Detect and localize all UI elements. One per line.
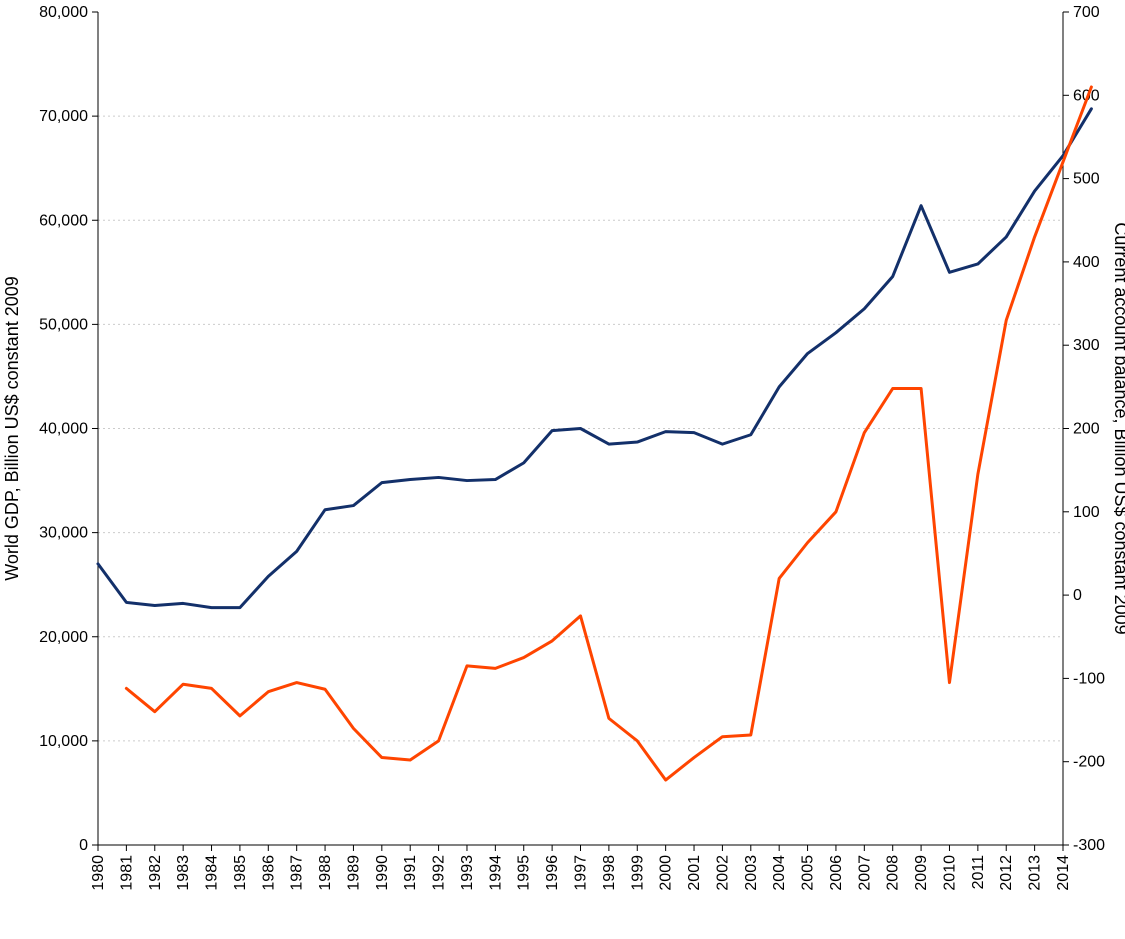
x-tick-label: 2001 [686, 855, 703, 891]
y-right-tick-label: 500 [1073, 171, 1100, 188]
y-left-tick-label: 40,000 [39, 421, 88, 438]
x-tick-label: 1985 [232, 855, 249, 891]
x-tick-label: 2002 [714, 855, 731, 891]
x-tick-label: 2007 [856, 855, 873, 891]
x-tick-label: 1992 [431, 855, 448, 891]
x-tick-label: 1983 [175, 855, 192, 891]
x-tick-label: 1995 [516, 855, 533, 891]
y-right-tick-label: 400 [1073, 254, 1100, 271]
x-tick-label: 1987 [289, 855, 306, 891]
y-right-tick-label: 100 [1073, 504, 1100, 521]
x-tick-label: 2000 [658, 855, 675, 891]
y-left-axis-label: World GDP, Billion US$ constant 2009 [2, 276, 22, 581]
x-tick-label: 1999 [629, 855, 646, 891]
x-tick-label: 2012 [998, 855, 1015, 891]
x-tick-label: 1989 [345, 855, 362, 891]
y-left-tick-label: 50,000 [39, 316, 88, 333]
y-left-tick-label: 10,000 [39, 733, 88, 750]
y-left-tick-label: 60,000 [39, 212, 88, 229]
x-tick-label: 2013 [1027, 855, 1044, 891]
x-tick-label: 1980 [90, 855, 107, 891]
x-tick-label: 2006 [828, 855, 845, 891]
x-tick-label: 1988 [317, 855, 334, 891]
y-left-tick-label: 20,000 [39, 629, 88, 646]
y-left-tick-label: 70,000 [39, 108, 88, 125]
y-right-tick-label: 0 [1073, 587, 1082, 604]
y-right-axis-label: Current account balance, Billion US$ con… [1111, 222, 1125, 634]
x-tick-label: 2010 [941, 855, 958, 891]
y-left-tick-label: 0 [79, 837, 88, 854]
x-tick-label: 1993 [459, 855, 476, 891]
x-tick-label: 1982 [147, 855, 164, 891]
y-right-tick-label: 700 [1073, 4, 1100, 21]
x-tick-label: 2003 [743, 855, 760, 891]
x-tick-label: 1984 [204, 855, 221, 891]
y-right-tick-label: -200 [1073, 754, 1105, 771]
y-left-tick-label: 80,000 [39, 4, 88, 21]
chart-svg: 0 10,000 20,000 30,000 40,000 50,000 60,000 70,… [0, 0, 1125, 939]
x-tick-label: 2011 [970, 855, 987, 890]
x-tick-label: 1990 [374, 855, 391, 891]
x-tick-label: 2014 [1055, 855, 1072, 891]
y-right-tick-label: 200 [1073, 421, 1100, 438]
x-tick-label: 1994 [487, 855, 504, 891]
x-tick-label: 1996 [544, 855, 561, 891]
x-tick-label: 1997 [573, 855, 590, 891]
y-right-tick-label: -100 [1073, 670, 1105, 687]
x-tick-label: 2004 [771, 855, 788, 891]
x-tick-label: 1981 [118, 855, 135, 891]
y-right-tick-label: -300 [1073, 837, 1105, 854]
x-tick-label: 2008 [885, 855, 902, 891]
x-tick-label: 1998 [601, 855, 618, 891]
dual-axis-line-chart: 0 10,000 20,000 30,000 40,000 50,000 60,000 70,… [0, 0, 1125, 939]
x-tick-label: 1991 [402, 855, 419, 891]
y-right-tick-label: 300 [1073, 337, 1100, 354]
y-left-tick-label: 30,000 [39, 525, 88, 542]
x-tick-label: 2005 [800, 855, 817, 891]
x-tick-label: 1986 [260, 855, 277, 891]
x-tick-label: 2009 [913, 855, 930, 891]
